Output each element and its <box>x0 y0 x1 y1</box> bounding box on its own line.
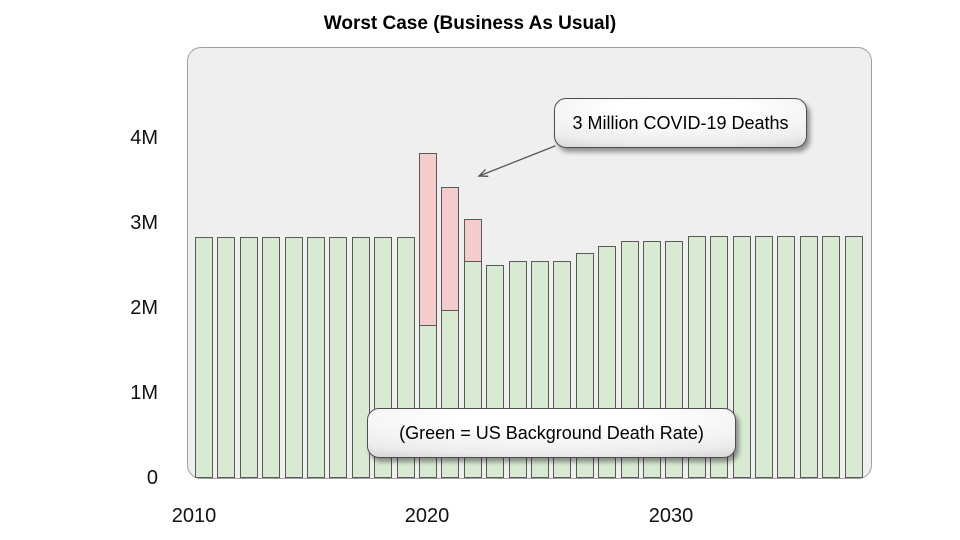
x-tick-2020: 2020 <box>404 505 450 527</box>
bar-2020-covid-segment <box>420 154 436 326</box>
covid-deaths-callout: 3 Million COVID-19 Deaths <box>554 98 807 148</box>
bar-2038 <box>822 236 841 478</box>
y-tick-3M: 3M <box>130 212 158 234</box>
bar-2039 <box>844 236 863 478</box>
y-tick-2M: 2M <box>130 297 158 319</box>
bar-2016 <box>329 237 348 478</box>
chart-title: Worst Case (Business As Usual) <box>323 13 617 34</box>
x-tick-2030: 2030 <box>648 505 694 527</box>
bar-2022-covid-segment <box>464 220 481 262</box>
bar-2021 <box>441 187 460 478</box>
bar-2011 <box>217 237 236 478</box>
bar-2010 <box>195 237 213 478</box>
bar-2017 <box>351 237 370 478</box>
y-tick-4M: 4M <box>130 127 158 149</box>
bar-2015 <box>307 237 325 478</box>
covid-deaths-callout-text: 3 Million COVID-19 Deaths <box>572 112 789 133</box>
x-tick-2010: 2010 <box>171 505 217 527</box>
bar-2012 <box>239 237 258 478</box>
bar-2013 <box>262 237 281 478</box>
bar-2021-covid-segment <box>442 188 459 311</box>
y-tick-0: 0 <box>146 467 158 489</box>
bar-2036 <box>777 236 796 478</box>
bar-2020 <box>419 153 437 478</box>
y-tick-1M: 1M <box>130 382 158 404</box>
green-note-callout: (Green = US Background Death Rate) <box>367 408 736 458</box>
green-note-callout-text: (Green = US Background Death Rate) <box>399 422 704 443</box>
bar-2014 <box>284 237 303 478</box>
bar-2034 <box>732 236 751 478</box>
bar-2035 <box>755 236 773 478</box>
bar-2037 <box>799 236 818 478</box>
